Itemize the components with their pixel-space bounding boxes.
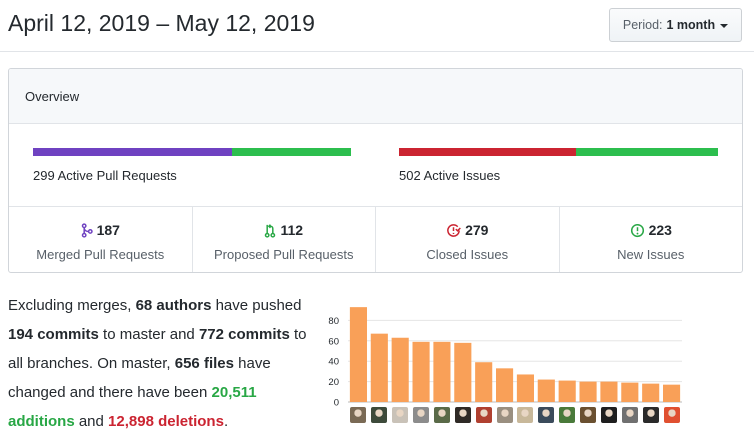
stat-proposed-pull-requests[interactable]: 112 Proposed Pull Requests	[193, 207, 376, 272]
avatar[interactable]	[538, 407, 555, 423]
bar[interactable]	[412, 341, 430, 402]
avatar[interactable]	[642, 407, 659, 423]
avatar[interactable]	[600, 407, 617, 423]
stat-label: Merged Pull Requests	[36, 247, 165, 262]
avatar[interactable]	[413, 407, 430, 423]
bar[interactable]	[391, 337, 409, 402]
avatar[interactable]	[580, 407, 597, 423]
bar[interactable]	[537, 379, 555, 402]
caret-down-icon	[720, 24, 729, 28]
stat-closed-issues[interactable]: 279 Closed Issues	[376, 207, 560, 272]
contribution-summary: Excluding merges, 68 authors have pushed…	[8, 291, 308, 436]
avatar[interactable]	[454, 407, 471, 423]
summary-text: Excluding merges,	[8, 297, 136, 314]
avatar[interactable]	[433, 407, 450, 423]
avatar[interactable]	[517, 407, 534, 423]
bar[interactable]	[642, 383, 660, 402]
bar[interactable]	[349, 307, 367, 402]
summary-text: have pushed	[211, 297, 302, 314]
git-merge-icon	[81, 222, 93, 238]
stat-label: Closed Issues	[426, 247, 509, 262]
issues-bar[interactable]	[399, 148, 718, 156]
issue-closed-icon	[447, 223, 461, 237]
bar-segment-new	[576, 148, 718, 156]
issue-opened-icon	[630, 223, 644, 237]
bar[interactable]	[663, 384, 681, 402]
summary-text: and	[74, 413, 109, 430]
avatar[interactable]	[392, 407, 409, 423]
additions-count: 20,511 additions	[8, 384, 257, 430]
pull-requests-bar-label[interactable]: 299 Active Pull Requests	[33, 168, 177, 183]
stat-value: 187	[96, 222, 120, 238]
bar[interactable]	[600, 381, 618, 402]
deletions-count: 12,898 deletions	[108, 413, 224, 430]
bar[interactable]	[433, 341, 451, 402]
authors-count: 68 authors	[135, 297, 212, 314]
overview-panel: Overview 299 Active Pull Requests 502 Ac…	[8, 68, 743, 273]
page-title: April 12, 2019 – May 12, 2019	[8, 10, 315, 36]
avatar[interactable]	[663, 407, 680, 423]
avatar[interactable]	[475, 407, 492, 423]
contributors-chart: 0 20 40 60 80	[320, 296, 690, 423]
avatar[interactable]	[496, 407, 513, 423]
commits-bar-chart: 0 20 40 60 80	[328, 307, 682, 409]
stat-value: 279	[465, 222, 489, 238]
bar[interactable]	[496, 368, 514, 402]
avatar[interactable]	[350, 407, 367, 423]
bar[interactable]	[621, 382, 639, 402]
bar[interactable]	[454, 342, 472, 402]
y-tick-label: 0	[334, 398, 339, 407]
bar-segment-proposed	[231, 148, 351, 156]
bar[interactable]	[579, 381, 597, 402]
avatar[interactable]	[371, 407, 388, 423]
header: April 12, 2019 – May 12, 2019 Period: 1 …	[0, 0, 754, 52]
bar[interactable]	[558, 380, 576, 402]
summary-text: .	[223, 413, 229, 430]
master-commits-count: 194 commits	[8, 326, 99, 343]
issues-bar-label[interactable]: 502 Active Issues	[399, 168, 501, 183]
stat-new-issues[interactable]: 223 New Issues	[560, 207, 743, 272]
git-pull-request-icon	[265, 223, 276, 238]
y-tick-label: 80	[328, 316, 339, 327]
bar[interactable]	[475, 362, 493, 402]
overview-header: Overview	[9, 69, 742, 124]
stat-label: Proposed Pull Requests	[214, 247, 354, 262]
bar[interactable]	[516, 374, 534, 402]
bar-segment-closed	[399, 148, 577, 156]
stat-value: 223	[648, 222, 672, 238]
stat-merged-pull-requests[interactable]: 187 Merged Pull Requests	[9, 207, 193, 272]
y-tick-label: 20	[328, 377, 339, 388]
contributor-avatars	[320, 406, 690, 426]
summary-text: to master and	[98, 326, 199, 343]
summary-text: to all branches. On master,	[8, 326, 307, 372]
avatar[interactable]	[621, 407, 638, 423]
period-value: 1 month	[666, 18, 716, 32]
y-tick-label: 60	[328, 336, 339, 347]
summary-text: have changed and there have been	[8, 355, 271, 401]
period-label: Period:	[622, 18, 663, 32]
stat-label: New Issues	[617, 247, 685, 262]
pull-requests-bar[interactable]	[33, 148, 351, 156]
y-tick-label: 40	[328, 357, 339, 368]
stats-row: 187 Merged Pull Requests 112 Proposed Pu…	[9, 207, 743, 272]
period-dropdown-button[interactable]: Period: 1 month	[609, 8, 742, 42]
overview-title: Overview	[25, 89, 80, 104]
avatar[interactable]	[559, 407, 576, 423]
files-changed-count: 656 files	[174, 355, 234, 372]
stat-value: 112	[280, 222, 304, 238]
activity-bars: 299 Active Pull Requests 502 Active Issu…	[9, 124, 742, 207]
all-commits-count: 772 commits	[198, 326, 290, 343]
bar-segment-merged	[33, 148, 232, 156]
bar[interactable]	[370, 333, 388, 402]
